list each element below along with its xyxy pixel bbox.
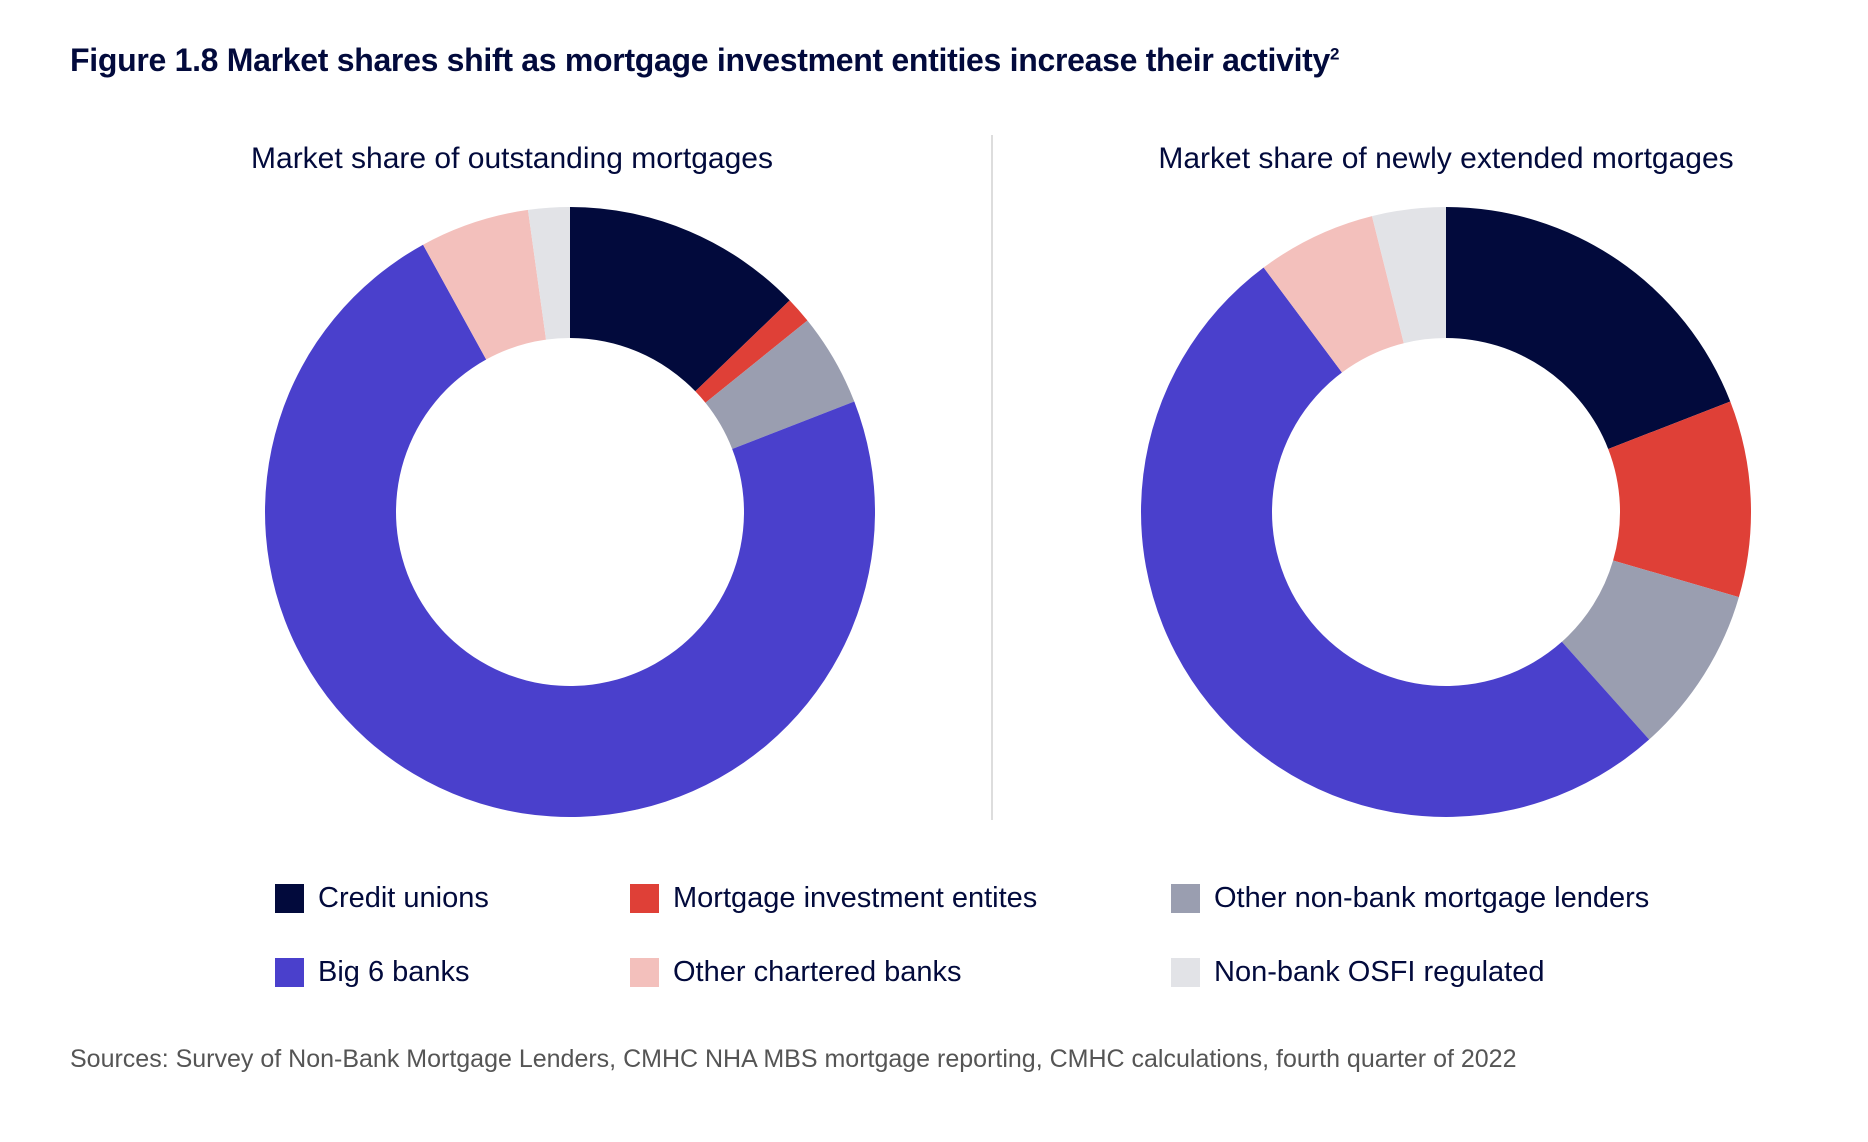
donut-slice-other-chartered-banks — [423, 209, 547, 360]
chart-divider — [991, 135, 993, 820]
donut-slice-mortgage-investment-entites — [1608, 401, 1752, 598]
legend-swatch — [1171, 958, 1200, 987]
legend-other-chartered-banks: Other chartered banks — [630, 956, 962, 989]
left-chart-title: Market share of outstanding mortgages — [251, 142, 773, 175]
legend-swatch — [275, 958, 304, 987]
donut-slice-other-chartered-banks — [1263, 216, 1404, 373]
legend-non-bank-osfi: Non-bank OSFI regulated — [1171, 956, 1544, 989]
new-mortgages-donut — [1141, 207, 1752, 817]
donut-slice-mortgage-investment-entites — [695, 300, 808, 403]
legend-label: Credit unions — [318, 882, 489, 914]
footnote-marker: 2 — [1330, 44, 1340, 64]
donut-slice-other-non-bank-mortgage-lenders — [705, 320, 855, 449]
legend-big-6-banks: Big 6 banks — [275, 956, 470, 989]
donut-slice-credit-unions — [1446, 207, 1731, 449]
legend-credit-unions: Credit unions — [275, 882, 489, 915]
donut-slice-non-bank-osfi-regulated — [527, 207, 570, 340]
legend-label: Non-bank OSFI regulated — [1214, 956, 1545, 988]
legend-label: Other chartered banks — [673, 956, 962, 988]
outstanding-mortgages-donut — [265, 207, 876, 818]
donut-slice-other-non-bank-mortgage-lenders — [1561, 560, 1739, 740]
donut-slice-credit-unions — [570, 207, 790, 392]
legend-label: Big 6 banks — [318, 956, 470, 988]
legend-swatch — [630, 958, 659, 987]
donut-slice-non-bank-osfi-regulated — [1372, 207, 1446, 344]
donut-slice-big-6-banks — [1141, 267, 1650, 817]
source-note: Sources: Survey of Non-Bank Mortgage Len… — [70, 1045, 1517, 1073]
legend-swatch — [630, 884, 659, 913]
donut-slice-big-6-banks — [265, 244, 876, 818]
legend-label: Other non-bank mortgage lenders — [1214, 882, 1650, 914]
legend-label: Mortgage investment entites — [673, 882, 1038, 914]
legend-mortgage-investment-entities: Mortgage investment entites — [630, 882, 1037, 915]
legend-other-non-bank: Other non-bank mortgage lenders — [1171, 882, 1649, 915]
legend-swatch — [275, 884, 304, 913]
figure-title: Figure 1.8 Market shares shift as mortga… — [70, 42, 1340, 78]
right-chart-title: Market share of newly extended mortgages — [1158, 142, 1734, 175]
legend-swatch — [1171, 884, 1200, 913]
